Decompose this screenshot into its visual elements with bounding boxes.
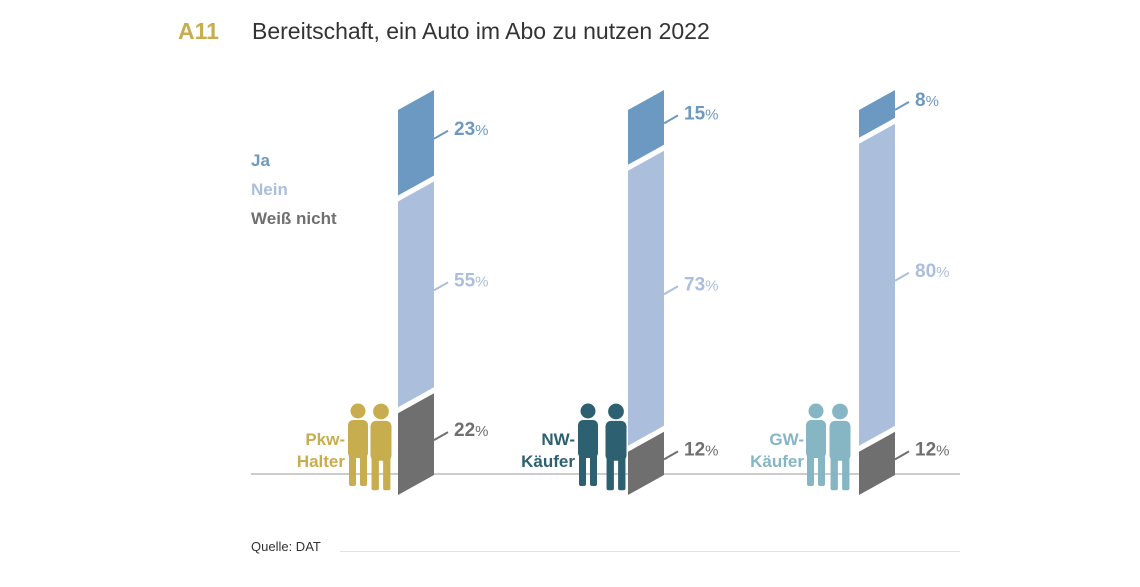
chart-code: A11 <box>178 17 219 44</box>
bar-segment-pkw-halter-nein <box>398 181 434 408</box>
legend-item: Ja <box>251 151 270 170</box>
value-leader-line <box>663 285 679 296</box>
bar-segment-pkw-halter-wei-nicht <box>398 393 434 495</box>
bar-segment-pkw-halter-ja <box>398 90 434 196</box>
bar-segment-gw-k-ufer-nein <box>859 123 895 446</box>
value-label: 12% <box>684 439 718 460</box>
person-silhouette-icon <box>605 403 627 491</box>
value-leader-line <box>663 114 679 125</box>
category-label: Halter <box>297 452 346 471</box>
bar-segment-gw-k-ufer-ja <box>859 90 895 138</box>
value-label: 15% <box>684 103 718 124</box>
value-leader-line <box>433 281 449 292</box>
bar-segment-nw-k-ufer-ja <box>628 90 664 165</box>
category-label: Käufer <box>750 452 804 471</box>
category-label: Pkw- <box>305 430 345 449</box>
value-leader-line <box>894 271 910 282</box>
value-label: 73% <box>684 274 718 295</box>
value-label: 23% <box>454 119 488 140</box>
legend-item: Nein <box>251 180 288 199</box>
bar-segment-nw-k-ufer-nein <box>628 150 664 446</box>
person-silhouette-icon <box>370 403 392 491</box>
source-note: Quelle: DAT <box>251 539 321 554</box>
value-leader-line <box>663 450 679 461</box>
category-label: NW- <box>541 430 575 449</box>
value-leader-line <box>433 431 449 442</box>
chart-header: A11 Bereitschaft, ein Auto im Abo zu nut… <box>178 14 710 48</box>
bar-segment-nw-k-ufer-wei-nicht <box>628 431 664 495</box>
category-label: Käufer <box>521 452 575 471</box>
value-label: 80% <box>915 261 949 282</box>
category-label: GW- <box>769 430 804 449</box>
value-leader-line <box>894 450 910 461</box>
footer-divider <box>340 551 960 552</box>
value-leader-line <box>433 129 449 140</box>
value-label: 12% <box>915 439 949 460</box>
legend-item: Weiß nicht <box>251 209 337 228</box>
person-silhouette-icon <box>578 403 598 486</box>
chart-title: Bereitschaft, ein Auto im Abo zu nutzen … <box>252 17 710 44</box>
value-leader-line <box>894 101 910 111</box>
person-silhouette-icon <box>829 403 851 491</box>
value-label: 22% <box>454 420 488 441</box>
bar-segment-gw-k-ufer-wei-nicht <box>859 431 895 495</box>
person-silhouette-icon <box>348 403 368 486</box>
value-label: 55% <box>454 270 488 291</box>
value-label: 8% <box>915 90 939 111</box>
person-silhouette-icon <box>806 403 826 486</box>
